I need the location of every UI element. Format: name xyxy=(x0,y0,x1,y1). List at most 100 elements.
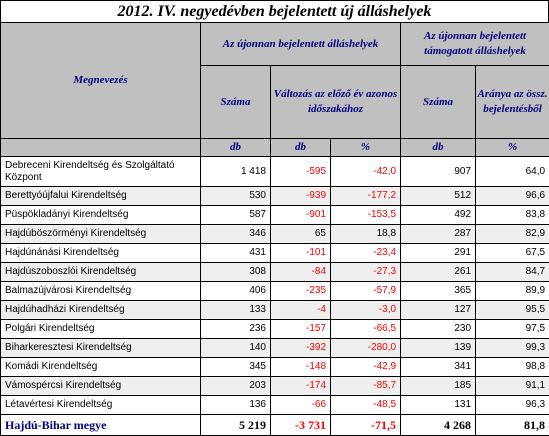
row-supported-count: 291 xyxy=(401,244,476,263)
row-name: Hajdúhadházi Kirendeltség xyxy=(1,301,201,320)
row-name: Hajdúböszörményi Kirendeltség xyxy=(1,225,201,244)
row-change-db: -101 xyxy=(271,244,331,263)
unit-empty xyxy=(1,139,201,157)
table-row: Létavértesi Kirendeltség 136 -66 -48,5 1… xyxy=(1,396,549,415)
row-change-db: -595 xyxy=(271,157,331,187)
row-count: 133 xyxy=(201,301,271,320)
row-change-pct: -57,9 xyxy=(331,282,401,301)
row-supported-count: 185 xyxy=(401,377,476,396)
table-row: Hajdúhadházi Kirendeltség 133 -4 -3,0 12… xyxy=(1,301,549,320)
row-share: 96,3 xyxy=(476,396,549,415)
header-count: Száma xyxy=(201,66,271,139)
row-name: Létavértesi Kirendeltség xyxy=(1,396,201,415)
table-row: Biharkeresztesi Kirendeltség 140 -392 -2… xyxy=(1,339,549,358)
row-share: 89,9 xyxy=(476,282,549,301)
row-supported-count: 287 xyxy=(401,225,476,244)
header-group-new-vacancies: Az újonnan bejelentett álláshelyek xyxy=(201,23,401,66)
row-supported-count: 907 xyxy=(401,157,476,187)
row-supported-count: 131 xyxy=(401,396,476,415)
row-share: 82,9 xyxy=(476,225,549,244)
row-share: 84,7 xyxy=(476,263,549,282)
row-change-db: -174 xyxy=(271,377,331,396)
row-change-pct: -280,0 xyxy=(331,339,401,358)
row-share: 99,3 xyxy=(476,339,549,358)
row-name: Vámospércsi Kirendeltség xyxy=(1,377,201,396)
row-change-db: -4 xyxy=(271,301,331,320)
header-row-groups: Megnevezés Az újonnan bejelentett állásh… xyxy=(1,23,549,66)
row-name: Debreceni Kirendeltség és Szolgáltató Kö… xyxy=(1,157,201,187)
row-change-db: -84 xyxy=(271,263,331,282)
row-supported-count: 492 xyxy=(401,206,476,225)
row-change-pct: -23,4 xyxy=(331,244,401,263)
row-supported-count: 512 xyxy=(401,187,476,206)
row-share: 97,5 xyxy=(476,320,549,339)
row-name: Komádi Kirendeltség xyxy=(1,358,201,377)
table-row: Hajdúnánási Kirendeltség 431 -101 -23,4 … xyxy=(1,244,549,263)
row-change-pct: -48,5 xyxy=(331,396,401,415)
row-change-db: 65 xyxy=(271,225,331,244)
row-count: 530 xyxy=(201,187,271,206)
report-table-wrapper: 2012. IV. negyedévben bejelentett új áll… xyxy=(0,0,549,423)
row-supported-count: 230 xyxy=(401,320,476,339)
table-row: Hajdúszoboszlói Kirendeltség 308 -84 -27… xyxy=(1,263,549,282)
row-count: 1 418 xyxy=(201,157,271,187)
header-group-supported-vacancies: Az újonnan bejelentett támogatott állásh… xyxy=(401,23,549,66)
table-row: Vámospércsi Kirendeltség 203 -174 -85,7 … xyxy=(1,377,549,396)
table-row: Hajdúböszörményi Kirendeltség 346 65 18,… xyxy=(1,225,549,244)
row-count: 587 xyxy=(201,206,271,225)
row-count: 345 xyxy=(201,358,271,377)
total-supported-count: 4 268 xyxy=(401,415,476,436)
row-supported-count: 341 xyxy=(401,358,476,377)
total-change-pct: -71,5 xyxy=(331,415,401,436)
row-count: 136 xyxy=(201,396,271,415)
row-change-db: -235 xyxy=(271,282,331,301)
table-body: Debreceni Kirendeltség és Szolgáltató Kö… xyxy=(1,157,549,436)
row-name: Hajdúszoboszlói Kirendeltség xyxy=(1,263,201,282)
header-change: Változás az előző év azonos időszakához xyxy=(271,66,401,139)
row-share: 64,0 xyxy=(476,157,549,187)
header-share: Aránya az össz. bejelentésből xyxy=(476,66,549,139)
row-name: Hajdúnánási Kirendeltség xyxy=(1,244,201,263)
unit-pct-1: % xyxy=(331,139,401,157)
row-count: 406 xyxy=(201,282,271,301)
row-name: Berettyóújfalui Kirendeltség xyxy=(1,187,201,206)
total-row: Hajdú-Bihar megye 5 219 -3 731 -71,5 4 2… xyxy=(1,415,549,436)
row-share: 83,8 xyxy=(476,206,549,225)
row-change-db: -66 xyxy=(271,396,331,415)
row-name: Biharkeresztesi Kirendeltség xyxy=(1,339,201,358)
table-row: Debreceni Kirendeltség és Szolgáltató Kö… xyxy=(1,157,549,187)
header-row-units: db db % db % xyxy=(1,139,549,157)
row-count: 308 xyxy=(201,263,271,282)
total-name: Hajdú-Bihar megye xyxy=(1,415,201,436)
row-change-pct: -3,0 xyxy=(331,301,401,320)
row-change-db: -392 xyxy=(271,339,331,358)
header-name-col: Megnevezés xyxy=(1,23,201,139)
table-row: Püspökladányi Kirendeltség 587 -901 -153… xyxy=(1,206,549,225)
unit-db-3: db xyxy=(401,139,476,157)
row-share: 96,6 xyxy=(476,187,549,206)
table-row: Balmazújvárosi Kirendeltség 406 -235 -57… xyxy=(1,282,549,301)
row-share: 67,5 xyxy=(476,244,549,263)
row-supported-count: 365 xyxy=(401,282,476,301)
row-share: 91,1 xyxy=(476,377,549,396)
row-supported-count: 127 xyxy=(401,301,476,320)
row-share: 95,5 xyxy=(476,301,549,320)
row-count: 236 xyxy=(201,320,271,339)
table-row: Komádi Kirendeltség 345 -148 -42,9 341 9… xyxy=(1,358,549,377)
row-count: 140 xyxy=(201,339,271,358)
vacancy-table: Megnevezés Az újonnan bejelentett állásh… xyxy=(0,22,549,436)
row-change-pct: -27,3 xyxy=(331,263,401,282)
unit-db-2: db xyxy=(271,139,331,157)
total-change-db: -3 731 xyxy=(271,415,331,436)
row-change-db: -157 xyxy=(271,320,331,339)
row-count: 431 xyxy=(201,244,271,263)
header-supported-count: Száma xyxy=(401,66,476,139)
row-change-db: -901 xyxy=(271,206,331,225)
total-count: 5 219 xyxy=(201,415,271,436)
row-change-pct: -177,2 xyxy=(331,187,401,206)
row-change-db: -939 xyxy=(271,187,331,206)
table-row: Polgári Kirendeltség 236 -157 -66,5 230 … xyxy=(1,320,549,339)
row-change-pct: -42,0 xyxy=(331,157,401,187)
row-supported-count: 261 xyxy=(401,263,476,282)
table-title: 2012. IV. negyedévben bejelentett új áll… xyxy=(0,0,549,22)
